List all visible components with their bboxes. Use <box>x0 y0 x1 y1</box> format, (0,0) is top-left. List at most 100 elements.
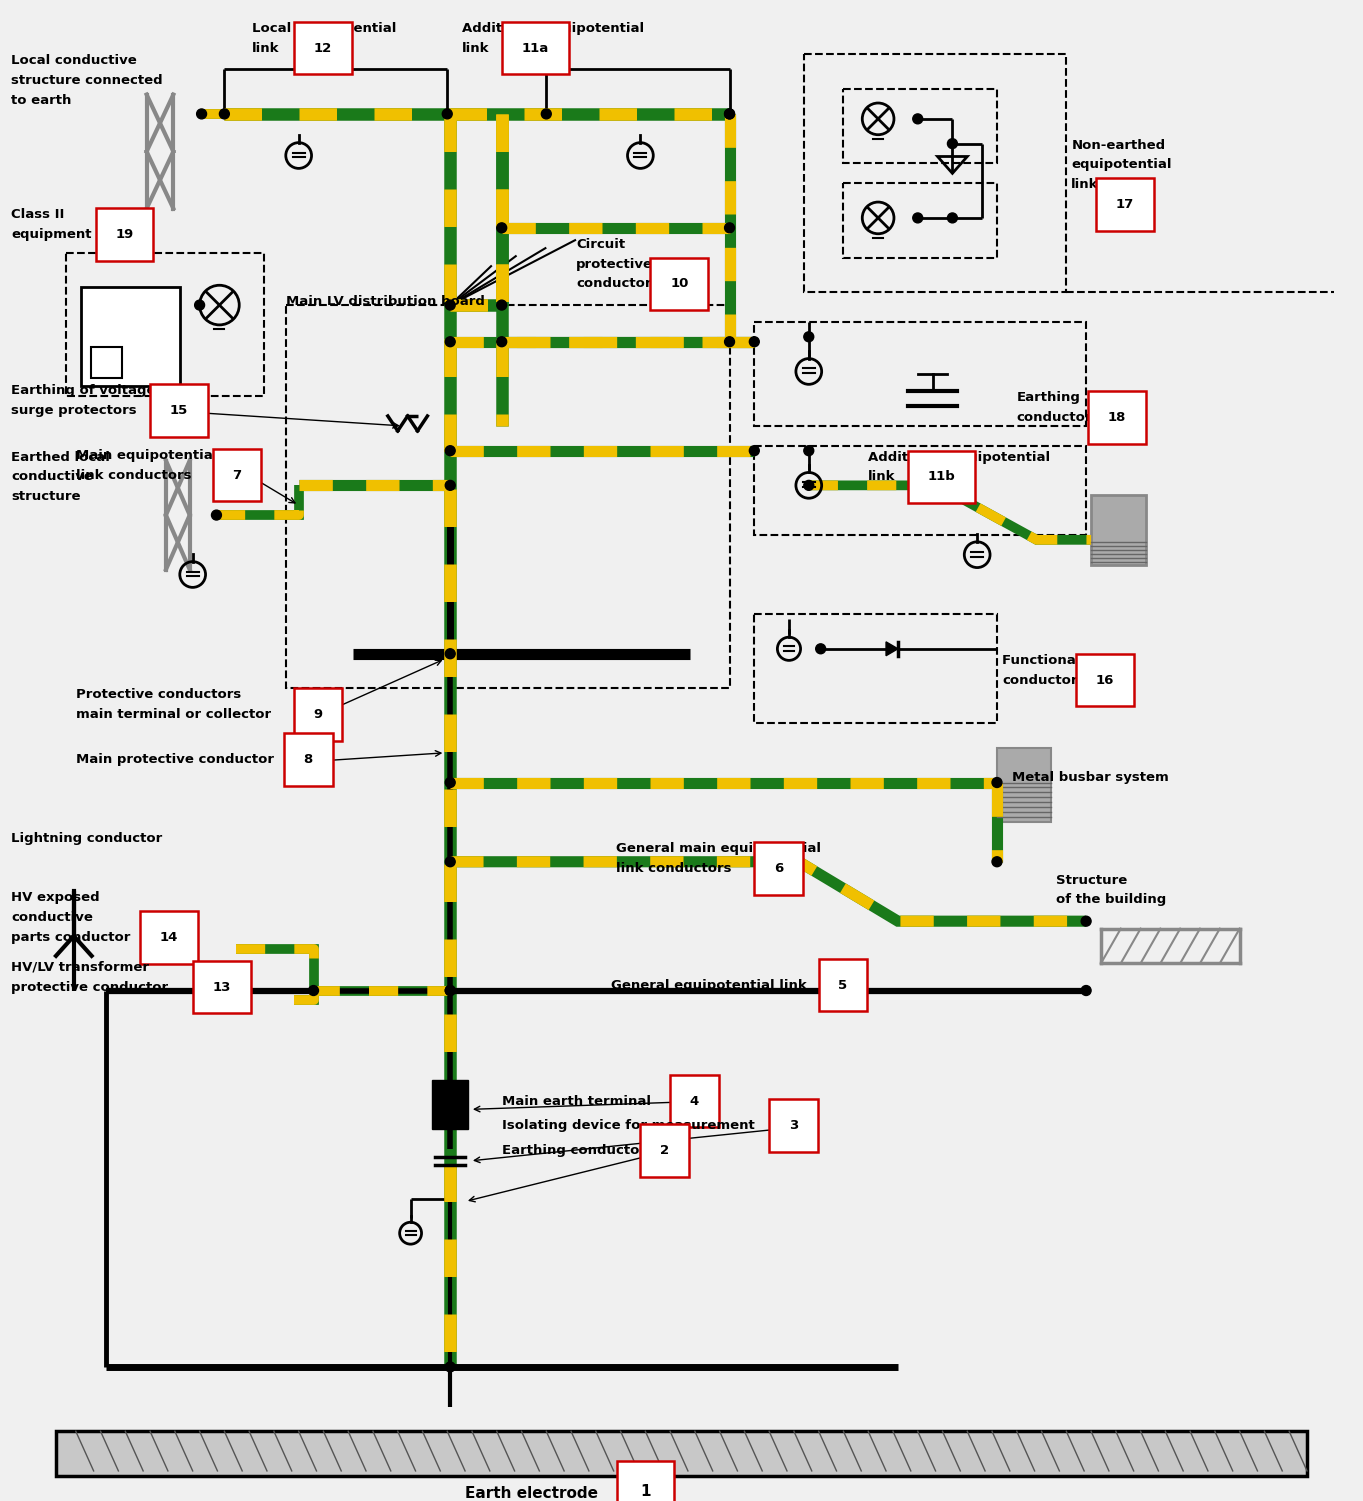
Text: 11b: 11b <box>928 470 955 483</box>
Text: 8: 8 <box>304 754 313 766</box>
Circle shape <box>947 213 957 222</box>
Circle shape <box>804 446 814 456</box>
Text: Main equipotential: Main equipotential <box>76 449 217 462</box>
Circle shape <box>947 138 957 149</box>
Circle shape <box>219 110 229 119</box>
Circle shape <box>308 986 319 995</box>
Text: 4: 4 <box>690 1094 699 1108</box>
Text: parts conductor: parts conductor <box>11 931 131 944</box>
Circle shape <box>725 110 735 119</box>
Circle shape <box>1081 916 1090 926</box>
Text: link: link <box>1071 179 1099 191</box>
Text: Earth electrode: Earth electrode <box>465 1486 598 1501</box>
Text: HV/LV transformer: HV/LV transformer <box>11 961 150 974</box>
Bar <box>996 747 1051 823</box>
Text: 19: 19 <box>116 228 134 240</box>
Text: Metal busbar system: Metal busbar system <box>1011 770 1168 784</box>
Text: Protective conductors: Protective conductors <box>76 689 241 701</box>
Circle shape <box>446 446 455 456</box>
Text: main terminal or collector: main terminal or collector <box>76 708 271 720</box>
Circle shape <box>446 300 455 311</box>
Circle shape <box>496 300 507 311</box>
Text: 7: 7 <box>232 468 241 482</box>
Circle shape <box>750 446 759 456</box>
Circle shape <box>446 986 455 995</box>
Text: of the building: of the building <box>1056 893 1167 907</box>
Text: 9: 9 <box>313 708 323 720</box>
Text: 1: 1 <box>641 1484 652 1499</box>
Text: 16: 16 <box>1096 674 1115 686</box>
Text: structure connected: structure connected <box>11 74 164 87</box>
Circle shape <box>804 332 814 342</box>
Circle shape <box>725 336 735 347</box>
Circle shape <box>446 336 455 347</box>
Bar <box>91 347 123 378</box>
Text: equipotential: equipotential <box>1071 159 1172 171</box>
Text: Lightning conductor: Lightning conductor <box>11 832 162 845</box>
Text: HV exposed: HV exposed <box>11 892 99 905</box>
Text: Earthed local: Earthed local <box>11 450 110 464</box>
Text: Additional equipotential: Additional equipotential <box>462 23 645 35</box>
Text: conductor: conductor <box>1017 411 1092 425</box>
Text: Earthing conductor: Earthing conductor <box>502 1144 646 1157</box>
Text: 2: 2 <box>660 1144 669 1157</box>
Text: 13: 13 <box>213 980 230 994</box>
Bar <box>56 1432 1307 1475</box>
Circle shape <box>446 986 455 995</box>
Text: Local conductive: Local conductive <box>11 54 138 68</box>
Bar <box>80 287 180 386</box>
Circle shape <box>992 857 1002 866</box>
Circle shape <box>446 648 455 659</box>
Circle shape <box>913 114 923 123</box>
Text: equipment: equipment <box>11 228 91 240</box>
Circle shape <box>1081 986 1090 995</box>
Text: Main protective conductor: Main protective conductor <box>76 754 274 766</box>
Text: Main earth terminal: Main earth terminal <box>502 1094 650 1108</box>
Circle shape <box>725 222 735 233</box>
Text: Earthing: Earthing <box>1017 392 1081 404</box>
Circle shape <box>804 480 814 491</box>
Text: link conductors: link conductors <box>76 468 191 482</box>
Circle shape <box>496 222 507 233</box>
Text: Functional earth: Functional earth <box>1002 654 1126 666</box>
Text: 15: 15 <box>170 404 188 417</box>
Bar <box>1090 495 1145 564</box>
Circle shape <box>725 110 735 119</box>
Text: 10: 10 <box>671 278 688 290</box>
Circle shape <box>195 300 204 311</box>
Text: conductive: conductive <box>11 911 93 925</box>
Text: conductors: conductors <box>577 278 660 290</box>
Text: 3: 3 <box>789 1120 799 1132</box>
Text: 12: 12 <box>313 42 331 54</box>
Text: link: link <box>868 470 895 483</box>
Text: Circuit: Circuit <box>577 237 626 251</box>
Text: 11a: 11a <box>522 42 549 54</box>
Circle shape <box>750 336 759 347</box>
Circle shape <box>446 778 455 788</box>
Text: Isolating device for measurement: Isolating device for measurement <box>502 1120 755 1132</box>
Text: Class II: Class II <box>11 209 65 221</box>
Circle shape <box>541 110 551 119</box>
Text: 5: 5 <box>838 979 848 992</box>
Text: protective: protective <box>577 258 653 270</box>
Text: Local equipotential: Local equipotential <box>252 23 397 35</box>
Text: to earth: to earth <box>11 95 72 107</box>
Text: 14: 14 <box>159 931 179 944</box>
Circle shape <box>446 480 455 491</box>
Circle shape <box>446 1361 455 1372</box>
Circle shape <box>442 110 453 119</box>
Text: Main LV distribution board: Main LV distribution board <box>286 296 485 308</box>
Text: link conductors: link conductors <box>616 862 731 875</box>
Circle shape <box>446 857 455 866</box>
Text: conductor: conductor <box>1002 674 1077 686</box>
Text: link: link <box>462 42 489 54</box>
Text: structure: structure <box>11 491 80 503</box>
Text: General main equipotential: General main equipotential <box>616 842 821 856</box>
Polygon shape <box>886 642 898 656</box>
Text: General equipotential link: General equipotential link <box>611 979 807 992</box>
Bar <box>432 1079 468 1129</box>
Text: surge protectors: surge protectors <box>11 404 138 417</box>
Text: conductive: conductive <box>11 470 93 483</box>
Circle shape <box>992 778 1002 788</box>
Circle shape <box>815 644 826 654</box>
